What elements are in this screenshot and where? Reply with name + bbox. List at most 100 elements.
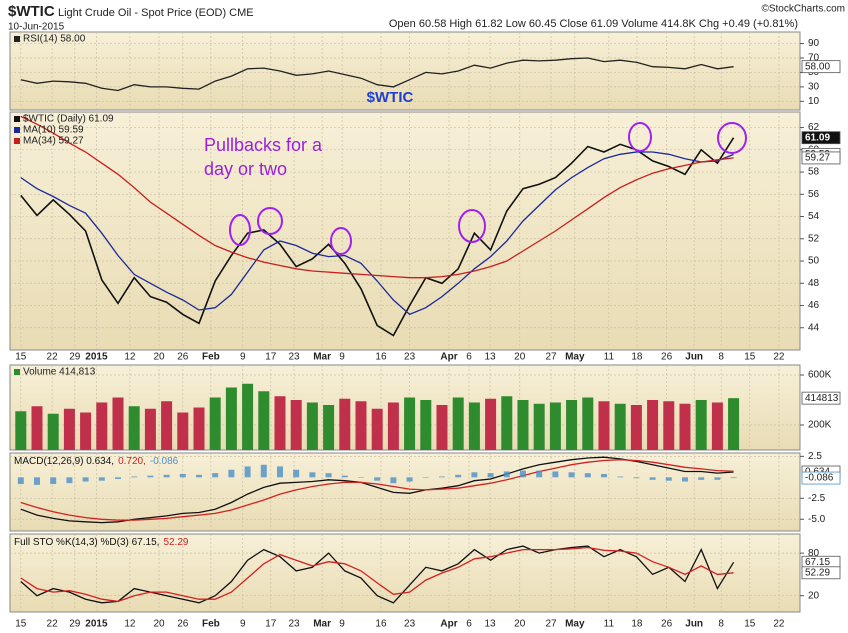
panel-title: MACD(12,26,9) 0.634, 0.720, -0.086 [14, 456, 179, 467]
subtitle: Light Crude Oil - Spot Price (EOD) CME [58, 7, 254, 19]
bar [617, 476, 624, 478]
bar [50, 477, 57, 485]
y-tick-label: 80 [808, 548, 820, 559]
y-tick-label: -5.0 [808, 514, 826, 525]
line [20, 456, 734, 524]
bar [98, 477, 105, 481]
value-box-label: 59.27 [805, 153, 830, 164]
value-box [801, 151, 841, 165]
bar [698, 477, 705, 480]
value-box-label: 61.09 [805, 132, 830, 143]
x-tick-label: Apr [440, 352, 457, 363]
quote: Open 60.58 High 61.82 Low 60.45 Close 61… [389, 18, 798, 30]
bar [665, 477, 672, 481]
bar [649, 477, 656, 480]
bar [306, 402, 318, 450]
x-tick-label: 17 [265, 619, 277, 630]
bar [33, 477, 40, 485]
bar [519, 470, 526, 478]
x-tick-label: 15 [744, 619, 756, 630]
line [20, 459, 734, 521]
x-tick-label: Apr [440, 619, 457, 630]
bar [293, 469, 300, 478]
x-tick-label: 22 [773, 619, 785, 630]
bar [325, 473, 332, 478]
line [20, 545, 735, 604]
y-tick-label: -2.5 [808, 493, 826, 504]
x-tick-label: 26 [177, 619, 189, 630]
bar [436, 405, 448, 450]
x-tick-label: 11 [604, 352, 615, 363]
panel-title: Full STO %K(14,3) %D(3) 67.15, 52.29 [14, 537, 189, 548]
x-tick-label: Mar [313, 619, 331, 630]
bar [147, 475, 154, 478]
x-tick-label: May [565, 352, 585, 363]
legend-label: $WTIC (Daily) 61.09 [23, 114, 114, 125]
y-tick-label: 46 [808, 300, 820, 311]
x-tick-label: 22 [773, 352, 785, 363]
x-tick-label: 2015 [85, 619, 108, 630]
x-tick-label: 29 [69, 352, 81, 363]
x-tick-label: 9 [339, 619, 345, 630]
circle [717, 122, 747, 154]
legend-label: RSI(14) 58.00 [23, 34, 86, 45]
bar [614, 403, 626, 450]
panel-title-part: 0.720, [118, 456, 146, 467]
bar [568, 472, 575, 478]
panel-title-part: 52.29 [163, 537, 188, 548]
bar [47, 413, 59, 450]
legend-swatch [14, 127, 20, 133]
pullback-circles [229, 122, 747, 255]
bar [374, 477, 381, 481]
bar [663, 401, 675, 450]
bar [96, 402, 108, 450]
panel-title-part: Full STO %K(14,3) %D(3) 67.15, [14, 537, 159, 548]
bar [533, 403, 545, 450]
bar [582, 397, 594, 450]
bar [80, 412, 92, 450]
bar [630, 405, 642, 450]
annotation: day or two [204, 159, 287, 179]
bar [260, 464, 267, 478]
panel-title-part: MACD(12,26,9) 0.634, [14, 456, 114, 467]
bar [404, 397, 416, 450]
bar [112, 397, 124, 450]
x-tick-label: Feb [202, 352, 220, 363]
x-tick-label: 20 [514, 619, 526, 630]
bar [549, 402, 561, 450]
x-tick-label: 13 [484, 352, 496, 363]
x-tick-label: 16 [375, 352, 387, 363]
bar [31, 406, 43, 450]
bar [711, 402, 723, 450]
value-box-label: 58.00 [805, 61, 830, 72]
bar [114, 477, 121, 479]
bar [387, 402, 399, 450]
y-tick-label: 62 [808, 122, 820, 133]
x-tick-label: Jun [685, 352, 703, 363]
bar [681, 477, 688, 482]
y-tick-label: 54 [808, 211, 820, 222]
bar [228, 469, 235, 478]
x-tick-label: 22 [47, 352, 59, 363]
bar [647, 400, 659, 450]
bar [485, 398, 497, 450]
x-tick-label: 16 [375, 619, 387, 630]
value-box-label: -0.086 [805, 473, 834, 484]
bar [420, 400, 432, 450]
y-tick-label: 52 [808, 233, 820, 244]
x-tick-label: 9 [240, 619, 246, 630]
y-tick-label: 30 [808, 82, 820, 93]
x-tick-label: 26 [661, 619, 673, 630]
line [20, 546, 734, 603]
value-box [801, 391, 841, 405]
bar [679, 403, 691, 450]
value-box [801, 471, 841, 485]
value-box [801, 131, 841, 145]
x-tick-label: 23 [288, 619, 300, 630]
x-tick-label: 15 [744, 352, 756, 363]
y-tick-label: 10 [808, 96, 820, 107]
y-tick-label: 44 [808, 322, 820, 333]
x-tick-label: 11 [604, 619, 615, 630]
bar [728, 398, 740, 450]
x-tick-label: 23 [404, 352, 416, 363]
